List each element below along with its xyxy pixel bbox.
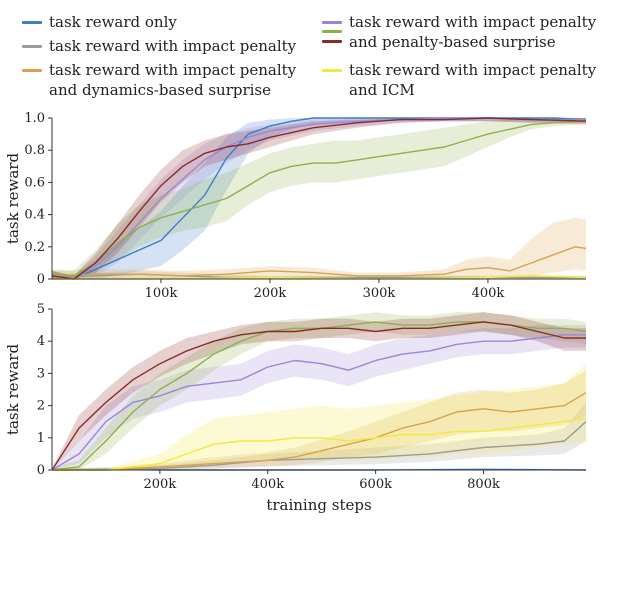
legend-label: task reward with impact penalty and penal… bbox=[349, 13, 597, 51]
legend-item: task reward with impact penalty bbox=[22, 36, 296, 56]
legend-label: task reward with impact penalty bbox=[49, 37, 297, 55]
x-tick-label: 200k bbox=[254, 286, 287, 301]
legend-item: task reward with impact penalty and penal… bbox=[322, 12, 596, 52]
x-tick-label: 200k bbox=[144, 477, 177, 492]
series-band bbox=[52, 217, 586, 279]
legend-swatch bbox=[322, 21, 342, 24]
legend-swatch bbox=[322, 30, 342, 33]
series-line bbox=[51, 321, 586, 471]
series-band bbox=[52, 363, 586, 470]
y-tick-label: 5 bbox=[37, 302, 45, 317]
x-tick-label: 400k bbox=[472, 286, 505, 301]
y-tick-label: 1 bbox=[37, 431, 45, 446]
y-tick-label: 4 bbox=[37, 334, 45, 349]
legend: task reward only task reward with impact … bbox=[0, 0, 642, 110]
y-tick-label: 0 bbox=[37, 272, 45, 287]
series-line bbox=[51, 334, 586, 471]
y-tick-label: 0.2 bbox=[24, 240, 45, 255]
y-tick-label: 0.4 bbox=[24, 208, 45, 223]
series-line bbox=[51, 120, 587, 277]
y-tick-label: 0.8 bbox=[24, 143, 45, 158]
legend-swatch bbox=[322, 40, 342, 43]
x-tick-label: 800k bbox=[467, 477, 500, 492]
x-axis-label: training steps bbox=[266, 496, 371, 514]
series-band bbox=[52, 118, 586, 279]
y-axis-label: task reward bbox=[4, 344, 22, 436]
series-line bbox=[51, 117, 587, 280]
legend-label: task reward with impact penalty and ICM bbox=[349, 61, 597, 99]
series-line bbox=[52, 417, 587, 471]
y-tick-label: 2 bbox=[37, 399, 45, 414]
series-band bbox=[52, 118, 586, 279]
x-tick-label: 100k bbox=[145, 286, 178, 301]
series-band bbox=[52, 402, 586, 470]
legend-swatch bbox=[322, 69, 342, 72]
x-tick-label: 600k bbox=[359, 477, 392, 492]
y-tick-label: 1.0 bbox=[24, 111, 45, 126]
legend-swatch bbox=[22, 21, 42, 24]
legend-item: task reward only bbox=[22, 12, 177, 32]
legend-item: task reward with impact penalty and dynam… bbox=[22, 60, 296, 100]
x-tick-label: 400k bbox=[251, 477, 284, 492]
y-tick-label: 3 bbox=[37, 366, 45, 381]
y-tick-label: 0 bbox=[37, 463, 45, 478]
y-tick-label: 0.6 bbox=[24, 175, 45, 190]
legend-swatch bbox=[22, 69, 42, 72]
series-line bbox=[52, 421, 587, 471]
legend-label: task reward only bbox=[49, 13, 177, 31]
series-line bbox=[51, 117, 586, 280]
legend-swatch bbox=[22, 45, 42, 48]
y-axis-label: task reward bbox=[4, 153, 22, 245]
series-band bbox=[52, 118, 586, 279]
series-band bbox=[52, 325, 586, 470]
series-band bbox=[52, 118, 586, 279]
x-tick-label: 300k bbox=[363, 286, 396, 301]
legend-item: task reward with impact penalty and ICM bbox=[322, 60, 596, 100]
legend-label: task reward with impact penalty and dynam… bbox=[49, 61, 297, 99]
series-line bbox=[51, 246, 587, 277]
series-band bbox=[52, 370, 586, 470]
